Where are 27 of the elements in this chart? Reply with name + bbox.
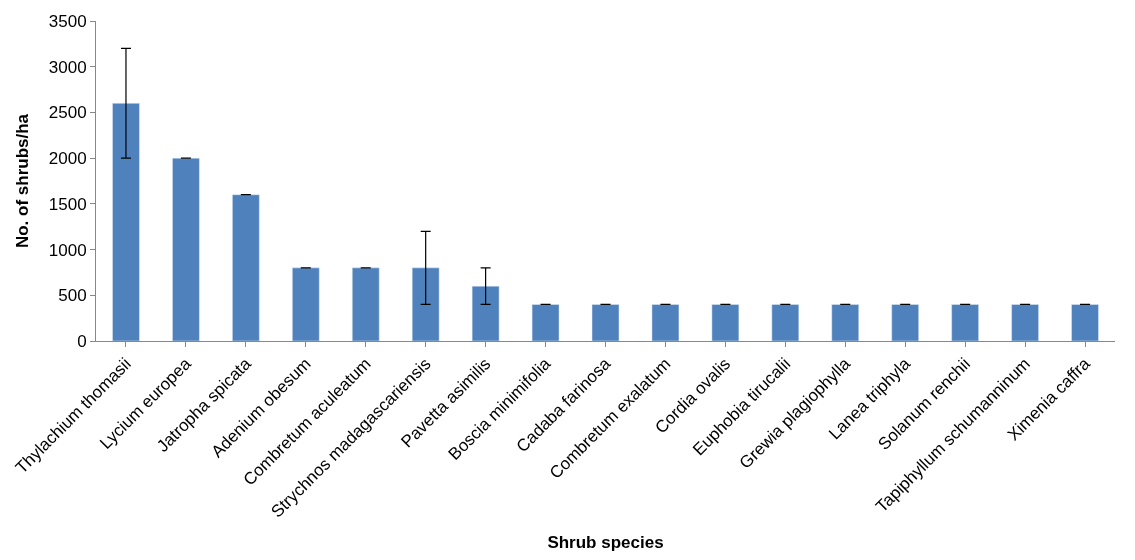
y-tick-label: 2500: [48, 103, 87, 123]
y-tick-label: 3500: [48, 11, 87, 31]
bar: [831, 304, 859, 341]
bar: [771, 304, 800, 341]
bar: [591, 304, 620, 341]
bar: [1071, 304, 1099, 341]
bar: [411, 267, 440, 341]
bar: [891, 304, 919, 341]
bar: [112, 103, 140, 341]
y-axis-title: No. of shrubs/ha: [13, 113, 33, 249]
bar: [471, 285, 500, 341]
bar: [951, 304, 979, 341]
y-tick-label: 0: [77, 331, 87, 351]
y-tick-label: 1500: [48, 194, 87, 214]
y-tick-label: 3000: [48, 57, 87, 77]
bar: [232, 194, 260, 341]
bar: [172, 157, 200, 341]
bar: [352, 267, 380, 341]
y-tick-label: 2000: [48, 149, 87, 169]
y-tick-label: 500: [58, 286, 87, 306]
y-tick-label: 1000: [48, 240, 87, 260]
bar: [531, 304, 560, 341]
x-axis-title: Shrub species: [547, 532, 664, 552]
bar: [711, 304, 740, 341]
bar: [292, 267, 320, 341]
bar: [1011, 304, 1039, 341]
bar: [651, 304, 680, 341]
